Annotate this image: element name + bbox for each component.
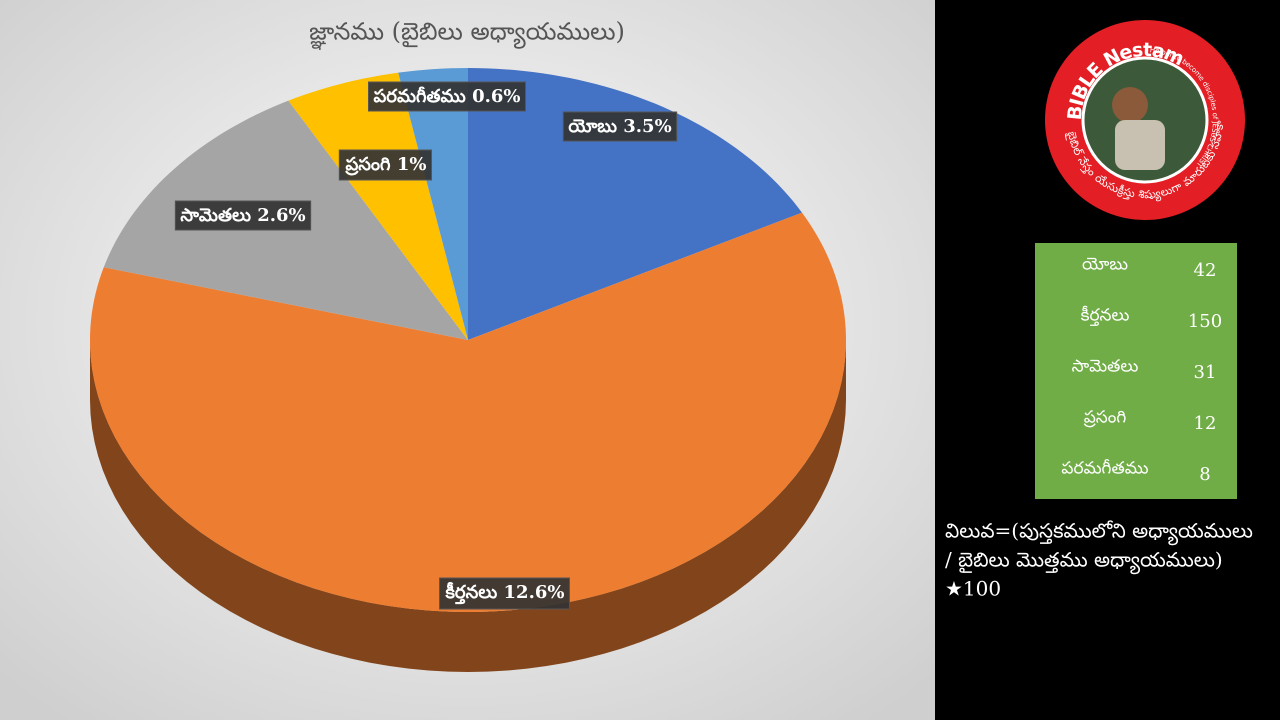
data-label-box xyxy=(439,577,570,610)
data-label-box xyxy=(368,81,526,112)
table-cell: యోబు xyxy=(1082,255,1128,275)
data-label-text: యోబు 3.5% xyxy=(568,116,671,137)
data-label: కీర్తనలు 12.6% xyxy=(439,577,570,610)
slice xyxy=(90,212,846,612)
note-line: ★100 xyxy=(945,577,1001,601)
note-line: విలువ=(పుస్తకములోని అధ్యాయములు xyxy=(945,519,1253,546)
data-label-text: కీర్తనలు 12.6% xyxy=(445,582,565,605)
table-cell: సామెతలు xyxy=(1072,357,1139,377)
data-label-text: ప్రసంగి 1% xyxy=(344,154,426,176)
data-label: సామెతలు 2.6% xyxy=(174,200,312,231)
data-label: పరమగీతము 0.6% xyxy=(368,81,526,112)
data-label-box xyxy=(338,149,432,181)
value-label: 0.6% xyxy=(472,86,520,107)
value-label: 2.6% xyxy=(257,205,305,226)
data-label: ప్రసంగి 1% xyxy=(338,149,432,181)
data-label-box xyxy=(562,111,678,142)
category-name: కీర్తనలు xyxy=(445,582,498,605)
table-cell: 150 xyxy=(1188,311,1222,332)
slice xyxy=(288,72,468,340)
logo-figure xyxy=(1115,120,1165,170)
value-label: 3.5% xyxy=(623,116,671,137)
value-label: 1% xyxy=(397,154,427,175)
note-line: / బైబిలు మొత్తము అధ్యాయములు) xyxy=(945,548,1223,575)
slice xyxy=(398,68,468,340)
category-name: ప్రసంగి xyxy=(344,154,391,176)
slice xyxy=(468,68,802,340)
table-cell: పరమగీతము xyxy=(1061,459,1148,479)
chart-title: జ్ఞానము (బైబిలు అధ్యాయములు) xyxy=(309,18,625,51)
table-cell: 8 xyxy=(1199,464,1210,485)
logo-figure xyxy=(1112,87,1148,123)
data-label: యోబు 3.5% xyxy=(562,111,678,142)
table: యోబు 42 కీర్తనలు 150 సామెతలు 31 ప్రసంగి 12 పరమగీ… xyxy=(1061,255,1222,486)
table-cell: 42 xyxy=(1194,260,1217,281)
data-label-box xyxy=(174,200,312,231)
table-cell: 12 xyxy=(1194,413,1217,434)
category-name: పరమగీతము xyxy=(374,86,466,107)
category-name: సామెతలు xyxy=(180,205,251,226)
formula-note: విలువ=(పుస్తకములోని అధ్యాయములు/ బైబిలు మ… xyxy=(945,519,1253,601)
table-background xyxy=(1035,243,1237,499)
data-label-text: సామెతలు 2.6% xyxy=(180,205,305,226)
table-cell: ప్రసంగి xyxy=(1084,408,1127,428)
value-label: 12.6% xyxy=(504,582,565,603)
data-label-text: పరమగీతము 0.6% xyxy=(374,86,521,107)
data-labels: యోబు 3.5% కీర్తనలు 12.6% సామెతలు 2.6% ప్రసం… xyxy=(174,81,678,610)
category-name: యోబు xyxy=(568,116,617,137)
table-cell: కీర్తనలు xyxy=(1081,306,1130,327)
slice-side xyxy=(90,340,846,672)
table-cell: 31 xyxy=(1194,362,1217,383)
